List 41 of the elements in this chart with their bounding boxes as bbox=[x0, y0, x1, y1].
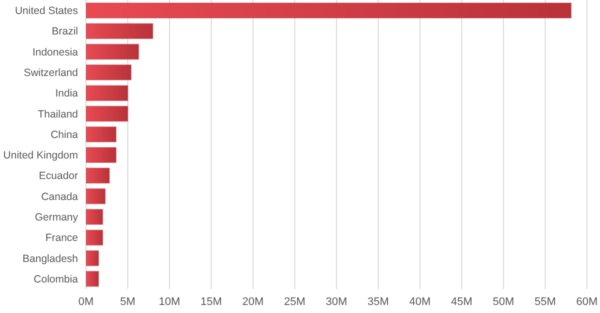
bar bbox=[86, 250, 100, 266]
y-tick-label: Ecuador bbox=[38, 170, 78, 182]
bar bbox=[86, 270, 100, 287]
bar bbox=[86, 188, 106, 204]
bar bbox=[86, 44, 140, 60]
bar bbox=[86, 2, 572, 18]
bar bbox=[86, 126, 117, 142]
x-tick-label: 10M bbox=[158, 296, 180, 308]
x-tick-label: 40M bbox=[409, 296, 431, 308]
bar bbox=[86, 208, 104, 225]
bar bbox=[86, 23, 154, 40]
x-tick-label: 30M bbox=[326, 296, 348, 308]
y-tick-label: Switzerland bbox=[24, 66, 78, 79]
y-tick-label: China bbox=[50, 128, 78, 141]
bar bbox=[86, 168, 110, 184]
bar bbox=[86, 147, 117, 163]
y-tick-label: Thailand bbox=[38, 108, 78, 120]
bar bbox=[86, 64, 132, 80]
y-tick-label: France bbox=[45, 232, 78, 244]
x-tick-label: 25M bbox=[284, 296, 306, 308]
x-tick-label: 5M bbox=[120, 296, 136, 308]
y-tick-label: United Kingdom bbox=[3, 150, 78, 162]
x-tick-label: 15M bbox=[200, 296, 222, 308]
y-tick-label: Indonesia bbox=[32, 46, 78, 58]
y-tick-label: Canada bbox=[41, 190, 78, 203]
x-tick-label: 60M bbox=[576, 296, 598, 308]
x-tick-label: 55M bbox=[534, 296, 556, 308]
y-tick-label: Germany bbox=[34, 211, 79, 224]
bar bbox=[86, 230, 104, 246]
x-tick-label: 45M bbox=[451, 296, 472, 308]
x-tick-label: 20M bbox=[242, 296, 264, 308]
y-tick-label: India bbox=[55, 88, 78, 100]
bar bbox=[86, 106, 128, 122]
x-tick-label: 0M bbox=[78, 296, 94, 308]
y-tick-label: United States bbox=[14, 5, 78, 18]
y-tick-label: Bangladesh bbox=[22, 252, 78, 265]
y-tick-label: Colombia bbox=[34, 273, 78, 286]
x-tick-label: 35M bbox=[368, 296, 389, 308]
bar bbox=[86, 85, 128, 102]
y-tick-label: Brazil bbox=[52, 26, 78, 38]
x-tick-label: 50M bbox=[492, 296, 514, 308]
